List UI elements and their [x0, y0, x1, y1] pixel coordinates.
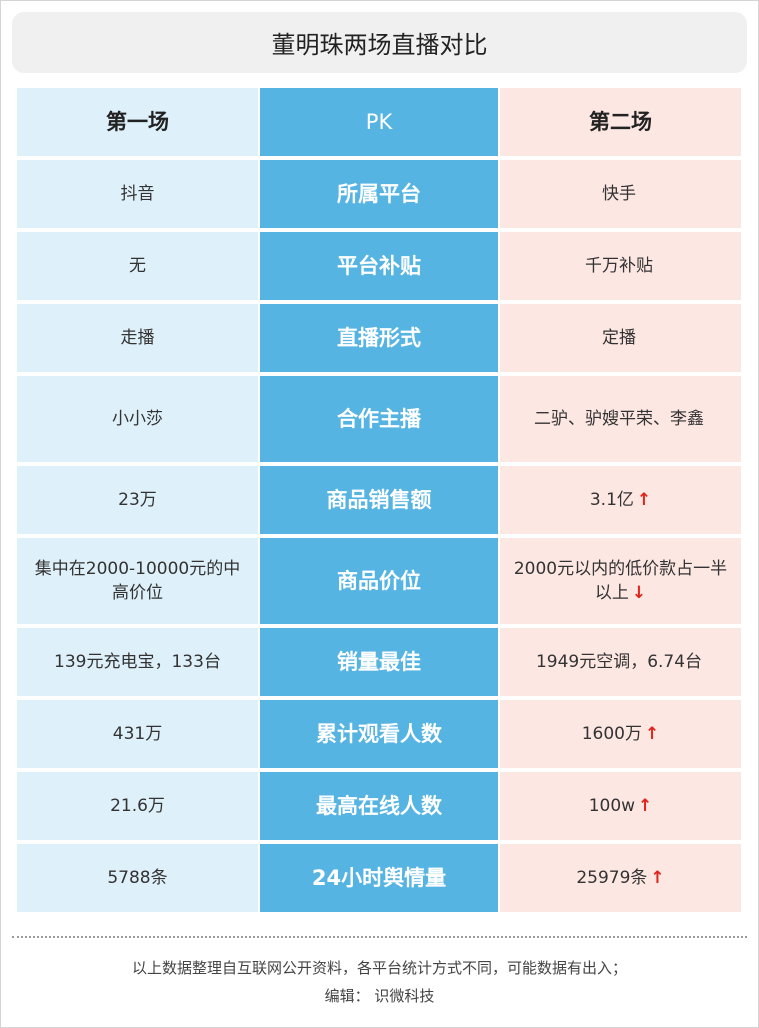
header-second-session: 第二场 [500, 88, 741, 156]
second-session-value: 千万补贴 [500, 232, 741, 300]
first-session-value: 小小莎 [17, 376, 258, 462]
row-label: 所属平台 [260, 160, 498, 228]
second-session-value: 25979条 ↑ [500, 844, 741, 912]
second-session-value: 2000元以内的低价款占一半以上 ↓ [500, 538, 741, 624]
table-header-row: 第一场 PK 第二场 [17, 88, 741, 156]
second-session-value: 定播 [500, 304, 741, 372]
row-label: 合作主播 [260, 376, 498, 462]
row-label: 直播形式 [260, 304, 498, 372]
first-session-value: 走播 [17, 304, 258, 372]
table-row: 5788条 24小时舆情量 25979条 ↑ [17, 844, 741, 912]
trend-arrow-icon: ↑ [645, 724, 660, 744]
row-label: 商品销售额 [260, 466, 498, 534]
second-session-value: 3.1亿 ↑ [500, 466, 741, 534]
first-session-value: 431万 [17, 700, 258, 768]
footer-note: 以上数据整理自互联网公开资料，各平台统计方式不同，可能数据有出入； [131, 959, 627, 977]
header-pk: PK [260, 88, 498, 156]
first-session-value: 集中在2000-10000元的中高价位 [17, 538, 258, 624]
trend-arrow-icon: ↑ [636, 490, 652, 510]
trend-arrow-icon: ↑ [650, 868, 665, 888]
second-session-value: 100w ↑ [500, 772, 741, 840]
row-label: 销量最佳 [260, 628, 498, 696]
second-session-value: 1949元空调，6.74台 [500, 628, 741, 696]
table-row: 21.6万 最高在线人数 100w ↑ [17, 772, 741, 840]
header-first-session: 第一场 [17, 88, 258, 156]
footer-editor: 编辑： 识微科技 [324, 987, 435, 1005]
first-session-value: 抖音 [17, 160, 258, 228]
first-session-value: 无 [17, 232, 258, 300]
row-label: 24小时舆情量 [260, 844, 498, 912]
footer: 以上数据整理自互联网公开资料，各平台统计方式不同，可能数据有出入； 编辑： 识微… [0, 954, 759, 1010]
second-session-value: 1600万 ↑ [500, 700, 741, 768]
table-row: 431万 累计观看人数 1600万 ↑ [17, 700, 741, 768]
first-session-value: 21.6万 [17, 772, 258, 840]
second-session-value: 二驴、驴嫂平荣、李鑫 [500, 376, 741, 462]
first-session-value: 5788条 [17, 844, 258, 912]
page-title: 董明珠两场直播对比 [12, 12, 747, 73]
row-label: 累计观看人数 [260, 700, 498, 768]
table-row: 抖音 所属平台 快手 [17, 160, 741, 228]
row-label: 商品价位 [260, 538, 498, 624]
first-session-value: 23万 [17, 466, 258, 534]
trend-arrow-icon: ↑ [638, 796, 653, 816]
table-row: 23万 商品销售额 3.1亿 ↑ [17, 466, 741, 534]
first-session-value: 139元充电宝，133台 [17, 628, 258, 696]
table-row: 集中在2000-10000元的中高价位 商品价位 2000元以内的低价款占一半以… [17, 538, 741, 624]
table-row: 139元充电宝，133台 销量最佳 1949元空调，6.74台 [17, 628, 741, 696]
table-row: 走播 直播形式 定播 [17, 304, 741, 372]
table-row: 小小莎 合作主播 二驴、驴嫂平荣、李鑫 [17, 376, 741, 462]
second-session-value: 快手 [500, 160, 741, 228]
trend-arrow-icon: ↓ [631, 583, 647, 603]
row-label: 平台补贴 [260, 232, 498, 300]
comparison-table: 第一场 PK 第二场 抖音 所属平台 快手 无 平台补贴 千万补贴 走播 直播形… [17, 88, 741, 916]
table-row: 无 平台补贴 千万补贴 [17, 232, 741, 300]
dotted-divider [12, 936, 747, 938]
row-label: 最高在线人数 [260, 772, 498, 840]
